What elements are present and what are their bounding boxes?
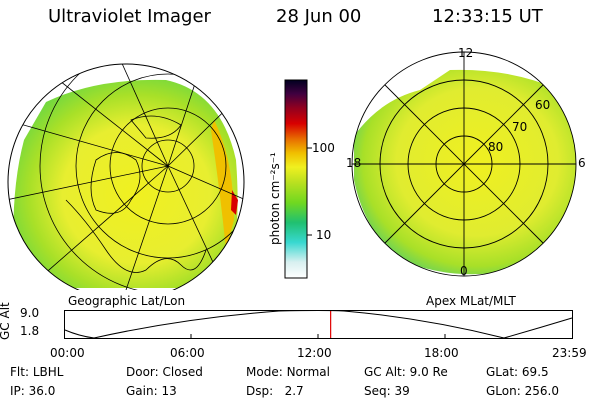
info-door: Door: Closed xyxy=(126,365,203,379)
altitude-timeline xyxy=(64,310,573,339)
intensity-colorbar xyxy=(284,79,312,279)
mlt-label-12: 12 xyxy=(458,46,474,60)
timeline-tick-1200: 12:00 xyxy=(297,346,332,360)
geographic-image-panel xyxy=(7,63,245,290)
colorbar-unit-label: photon cm⁻²s⁻¹ xyxy=(268,152,282,245)
info-gc-alt: GC Alt: 9.0 Re xyxy=(364,365,448,379)
info-glat: GLat: 69.5 xyxy=(486,365,549,379)
timeline-y-min: 1.8 xyxy=(20,324,40,338)
info-seq: Seq: 39 xyxy=(364,384,410,398)
timeline-axis-label: GC Alt xyxy=(0,302,12,340)
info-glon: GLon: 256.0 xyxy=(486,384,559,398)
timeline-tick-0000: 00:00 xyxy=(50,346,85,360)
timeline-tick-2359: 23:59 xyxy=(552,346,587,360)
mlat-label-70: 70 xyxy=(512,120,528,134)
info-mode: Mode: Normal xyxy=(246,365,330,379)
uv-emission-region xyxy=(13,79,238,288)
geographic-panel-caption: Geographic Lat/Lon xyxy=(68,294,186,308)
observation-date: 28 Jun 00 xyxy=(276,6,362,27)
mlat-label-60: 60 xyxy=(535,98,551,112)
colorbar-tick-10: 10 xyxy=(316,228,332,242)
instrument-title: Ultraviolet Imager xyxy=(48,6,211,27)
colorbar-tick-100: 100 xyxy=(312,141,335,155)
mlt-label-0: 0 xyxy=(460,264,468,278)
timeline-y-max: 9.0 xyxy=(20,306,40,320)
info-gain: Gain: 13 xyxy=(126,384,177,398)
magnetic-polar-panel xyxy=(351,51,577,277)
altitude-curve xyxy=(64,310,573,339)
timeline-tick-0600: 06:00 xyxy=(170,346,205,360)
info-dsp: Dsp: 2.7 xyxy=(246,384,304,398)
magnetic-panel-caption: Apex MLat/MLT xyxy=(426,294,516,308)
mlt-label-18: 18 xyxy=(346,156,362,170)
auroral-oval-region xyxy=(354,69,576,275)
info-ip: IP: 36.0 xyxy=(10,384,56,398)
info-flt: Flt: LBHL xyxy=(10,365,64,379)
mlat-label-80: 80 xyxy=(488,140,504,154)
timeline-tick-1800: 18:00 xyxy=(424,346,459,360)
observation-time: 12:33:15 UT xyxy=(432,6,543,27)
mlt-label-6: 6 xyxy=(578,156,586,170)
